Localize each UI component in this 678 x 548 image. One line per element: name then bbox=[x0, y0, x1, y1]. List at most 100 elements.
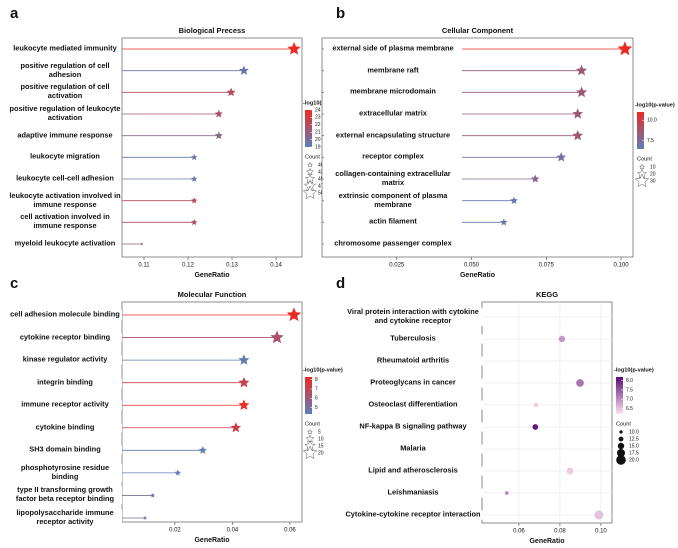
size-legend-marker bbox=[617, 442, 625, 450]
x-tick-label: 0.075 bbox=[539, 263, 555, 269]
size-legend-marker bbox=[619, 430, 623, 434]
x-tick-label: 0.08 bbox=[554, 529, 566, 535]
category-label: myeloid leukocyte activation bbox=[9, 239, 121, 249]
category-label: external side of plasma membrane bbox=[324, 44, 462, 54]
point bbox=[238, 65, 249, 75]
category-label: Cytokine-cytokine receptor interaction bbox=[343, 510, 483, 520]
point bbox=[530, 174, 540, 183]
x-axis-label: GeneRatio bbox=[460, 272, 495, 279]
point bbox=[226, 87, 236, 97]
x-tick-label: 0.050 bbox=[464, 263, 480, 269]
point bbox=[190, 175, 198, 182]
category-label: positive regulation of leukocyte activat… bbox=[9, 104, 121, 123]
point bbox=[286, 307, 302, 322]
category-label: collagen-containing extracellular matrix bbox=[324, 169, 462, 188]
category-label: positive regulation of cell adhesion bbox=[9, 61, 121, 80]
point bbox=[270, 330, 284, 344]
size-legend-label: 15 bbox=[318, 443, 324, 449]
category-label: immune receptor activity bbox=[8, 400, 122, 410]
colorbar-tick-label: 23 bbox=[315, 115, 321, 121]
x-axis-label: GeneRatio bbox=[194, 537, 229, 544]
plot-area bbox=[121, 301, 303, 523]
point bbox=[500, 218, 508, 226]
size-legend-title: Count bbox=[616, 421, 631, 427]
category-label: leukocyte activation involved in immune … bbox=[9, 190, 121, 210]
colorbar-tick-label: 5 bbox=[315, 405, 318, 411]
point bbox=[174, 469, 182, 476]
size-legend-marker bbox=[618, 436, 624, 442]
point bbox=[198, 446, 207, 454]
category-label: membrane microdomain bbox=[324, 87, 462, 97]
category-label: leukocyte mediated immunity bbox=[9, 44, 121, 54]
category-label: Osteoclast differentiation bbox=[343, 400, 483, 410]
point bbox=[533, 402, 539, 408]
category-label: chromosome passenger complex bbox=[324, 239, 462, 249]
panel-letter: b bbox=[336, 5, 345, 22]
point bbox=[238, 399, 250, 410]
point bbox=[576, 379, 584, 387]
category-label: leukocyte migration bbox=[9, 152, 121, 162]
size-legend-label: 10.0 bbox=[629, 429, 639, 435]
category-label: Rheumatoid arthritis bbox=[343, 356, 483, 366]
colorbar-tick-label: 19 bbox=[315, 144, 321, 150]
category-label: kinase regulator activity bbox=[8, 355, 122, 365]
point bbox=[617, 41, 633, 56]
category-label: Malaria bbox=[343, 444, 483, 454]
point bbox=[572, 130, 584, 141]
size-legend-title: Count bbox=[305, 154, 320, 160]
size-legend-label: 20 bbox=[318, 450, 324, 456]
plot-area bbox=[481, 301, 613, 524]
category-label: Leishmaniasis bbox=[343, 488, 483, 498]
size-legend-label: 20 bbox=[650, 171, 656, 177]
colorbar-tick-label: 6.5 bbox=[626, 406, 633, 412]
category-label: external encapsulating structure bbox=[324, 130, 462, 141]
x-axis-label: GeneRatio bbox=[529, 538, 564, 545]
x-tick-label: 0.025 bbox=[389, 263, 405, 269]
category-label: cell adhesion molecule binding bbox=[8, 310, 122, 320]
point bbox=[238, 376, 250, 388]
colorbar-tick-label: 7.5 bbox=[626, 387, 633, 393]
category-label: Lipid and atherosclerosis bbox=[343, 466, 483, 476]
category-label: extrinsic component of plasma membrane bbox=[324, 191, 462, 210]
colorbar bbox=[616, 377, 623, 414]
point bbox=[572, 108, 584, 119]
point bbox=[190, 197, 198, 204]
colorbar-tick-label: 21 bbox=[315, 130, 321, 136]
size-legend-marker bbox=[639, 163, 645, 170]
panel-letter: d bbox=[336, 275, 345, 292]
point bbox=[142, 515, 148, 520]
category-label: SH3 domain binding bbox=[8, 445, 122, 455]
category-label: Tuberculosis bbox=[343, 334, 483, 344]
point bbox=[594, 510, 604, 520]
panel-title: Molecular Function bbox=[178, 290, 247, 299]
size-legend-marker bbox=[617, 449, 625, 457]
x-tick-label: 0.04 bbox=[227, 528, 239, 534]
point bbox=[575, 64, 588, 76]
size-legend-label: 10 bbox=[318, 436, 324, 442]
colorbar-tick-label: 7.0 bbox=[626, 397, 633, 403]
size-legend-marker bbox=[302, 185, 318, 200]
category-label: membrane raft bbox=[324, 65, 462, 76]
size-legend-marker bbox=[634, 173, 650, 188]
size-legend-label: 17.5 bbox=[629, 450, 639, 456]
x-tick-label: 0.13 bbox=[226, 263, 238, 269]
colorbar-tick-label: 8.0 bbox=[626, 378, 633, 384]
category-label: lipopolysaccharide immune receptor activ… bbox=[8, 508, 122, 527]
size-legend-marker bbox=[307, 161, 313, 168]
point bbox=[238, 354, 250, 365]
point bbox=[532, 424, 539, 430]
point bbox=[287, 42, 301, 55]
size-legend-label: 20.0 bbox=[629, 457, 639, 463]
category-label: integrin binding bbox=[8, 377, 122, 388]
category-label: extracellular matrix bbox=[324, 109, 462, 119]
colorbar bbox=[305, 377, 312, 414]
colorbar bbox=[305, 110, 312, 147]
category-label: leukocyte cell-cell adhesion bbox=[9, 174, 121, 184]
point bbox=[566, 467, 574, 475]
colorbar-tick-label: 7 bbox=[315, 386, 318, 392]
x-tick-label: 0.11 bbox=[138, 263, 150, 269]
panel-title: Cellular Component bbox=[442, 26, 514, 35]
colorbar-tick-label: 6 bbox=[315, 396, 318, 402]
category-label: type II transforming growth factor beta … bbox=[8, 486, 122, 505]
